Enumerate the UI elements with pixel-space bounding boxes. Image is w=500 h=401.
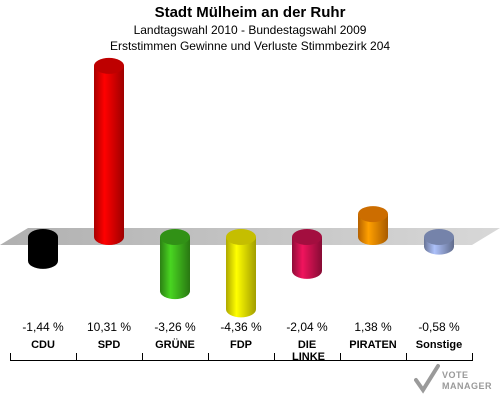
bar-body xyxy=(94,65,124,237)
axis-line xyxy=(10,360,472,361)
bars-group xyxy=(28,57,454,318)
value-label: -3,26 % xyxy=(154,320,196,334)
bar-spd xyxy=(94,57,124,245)
bar-cdu xyxy=(28,229,58,269)
axis-tick xyxy=(406,353,407,361)
bar-top-cap xyxy=(28,229,58,245)
value-label: -2,04 % xyxy=(286,320,328,334)
chart-subtitle-2: Erststimmen Gewinne und Verluste Stimmbe… xyxy=(109,39,391,53)
axis-tick xyxy=(142,353,143,361)
watermark-line-1: VOTE xyxy=(442,370,469,380)
bar-piraten xyxy=(358,206,388,245)
bar-bottom-cap xyxy=(160,283,190,300)
bar-top-cap xyxy=(358,206,388,223)
category-label: Sonstige xyxy=(415,339,463,351)
watermark-line-2: MANAGER xyxy=(442,381,492,391)
bar-grüne xyxy=(160,229,190,300)
chart-title: Stadt Mülheim an der Ruhr xyxy=(154,4,346,21)
checkmark-icon xyxy=(414,364,440,394)
value-label: -0,58 % xyxy=(418,320,460,334)
bar-fdp xyxy=(226,229,256,318)
category-labels: CDU SPD GRÜNE FDP DIE LINKE PIRATEN Sonstige xyxy=(0,339,500,369)
value-labels: -1,44 % 10,31 % -3,26 % -4,36 % -2,04 % 1,38 … xyxy=(0,320,500,336)
category-label: FDP xyxy=(230,339,252,351)
bar-body xyxy=(226,237,256,310)
value-label: -4,36 % xyxy=(220,320,262,334)
category-label: GRÜNE xyxy=(155,339,195,351)
axis-tick xyxy=(76,353,77,361)
bar-sonstige xyxy=(424,229,454,255)
axis-tick xyxy=(340,353,341,361)
bar-top-cap xyxy=(292,229,322,245)
axis-tick xyxy=(274,353,275,361)
chart-subtitle-1: Landtagswahl 2010 - Bundestagswahl 2009 xyxy=(133,23,367,37)
bar-top-cap xyxy=(160,229,190,245)
bar-die-linke xyxy=(292,229,322,279)
chart-titles: Stadt Mülheim an der Ruhr Landtagswahl 2… xyxy=(0,0,500,54)
axis-tick xyxy=(208,353,209,361)
value-label: 1,38 % xyxy=(354,320,392,334)
value-label: -1,44 % xyxy=(22,320,64,334)
bar-top-cap xyxy=(226,229,256,245)
bar-bottom-cap xyxy=(358,229,388,245)
bar-top-cap xyxy=(424,229,454,245)
axis-tick xyxy=(472,353,473,361)
bar-bottom-cap xyxy=(292,262,322,279)
bar-bottom-cap xyxy=(94,229,124,245)
bar-bottom-cap xyxy=(28,252,58,269)
bar-body xyxy=(160,237,190,292)
category-label: SPD xyxy=(97,339,121,351)
bar-top-cap xyxy=(94,57,124,74)
value-label: 10,31 % xyxy=(86,320,132,334)
category-label: PIRATEN xyxy=(349,339,397,351)
axis-tick xyxy=(10,353,11,361)
vote-manager-watermark: VOTE MANAGER xyxy=(414,362,494,396)
bar-bottom-cap xyxy=(226,301,256,318)
category-label: CDU xyxy=(31,339,55,351)
